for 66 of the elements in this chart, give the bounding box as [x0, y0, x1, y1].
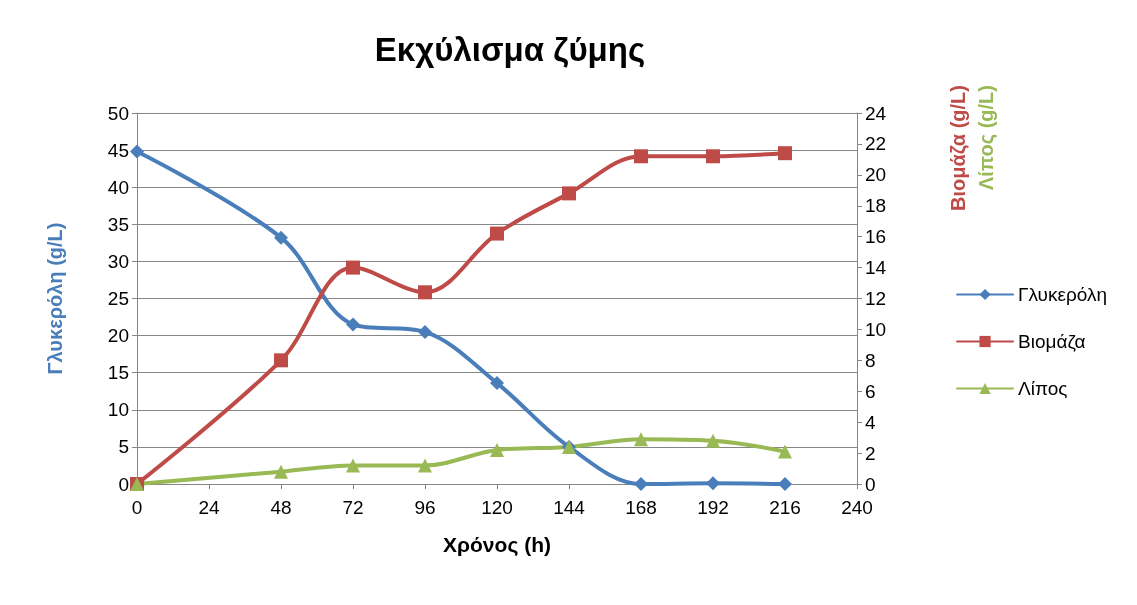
- y-tick-label: 30: [107, 250, 129, 272]
- y-tick-label: 35: [107, 213, 129, 235]
- point: [346, 260, 360, 275]
- y2-tick-label: 10: [865, 318, 887, 340]
- point: [418, 458, 432, 473]
- y2-axis-title: Βιομάζα (g/L): [947, 85, 969, 211]
- point: [490, 376, 504, 391]
- y2-tick-label: 16: [865, 226, 887, 248]
- point: [418, 285, 432, 300]
- y2-tick-label: 0: [865, 473, 876, 495]
- x-tick-label: 168: [625, 497, 657, 518]
- y-tick-label: 15: [107, 362, 129, 384]
- x-tick-label: 240: [841, 497, 873, 518]
- point: [490, 442, 504, 457]
- point: [778, 477, 792, 491]
- y2-tick-label: 18: [865, 195, 887, 217]
- x-tick-label: 144: [553, 497, 586, 518]
- point: [274, 230, 288, 245]
- text: Λίπος (g/L): [975, 85, 997, 191]
- y2-tick-label: 2: [865, 442, 876, 464]
- y-tick-label: 20: [107, 325, 129, 347]
- y-tick-label: 0: [118, 473, 129, 495]
- legend-label: Λίπος: [1018, 378, 1068, 399]
- x-tick-label: 96: [414, 497, 436, 518]
- point: [634, 477, 648, 491]
- point: [490, 226, 504, 241]
- x-axis-title: Χρόνος (h): [443, 533, 551, 557]
- point: [346, 317, 360, 332]
- x-tick-label: 48: [270, 497, 292, 518]
- y2-tick-label: 6: [865, 380, 876, 402]
- y-tick-label: 45: [107, 139, 129, 161]
- y2-tick-label: 24: [865, 102, 887, 124]
- point: [634, 432, 648, 447]
- x-tick-label: 0: [131, 497, 143, 518]
- x-tick-label: 72: [342, 497, 364, 518]
- point: [130, 144, 144, 159]
- y2-tick-label: 20: [865, 164, 887, 186]
- point: [706, 149, 720, 164]
- legend-label: Γλυκερόλη: [1018, 284, 1107, 305]
- y-tick-label: 25: [107, 288, 129, 309]
- point: [778, 146, 792, 161]
- y-tick-label: 10: [107, 399, 129, 421]
- y2-tick-label: 12: [865, 288, 887, 309]
- y-tick-label: 50: [107, 102, 129, 124]
- y2-tick-label: 22: [865, 133, 887, 155]
- point: [418, 324, 432, 339]
- y-tick-label: 5: [118, 436, 129, 458]
- y-tick-label: 40: [107, 176, 129, 198]
- point: [274, 464, 288, 479]
- point: [634, 149, 648, 164]
- point: [706, 476, 720, 491]
- y-axis-title: Γλυκερόλη (g/L): [44, 222, 66, 375]
- point: [778, 444, 792, 459]
- legend-label: Βιομάζα: [1018, 331, 1086, 352]
- y2-tick-label: 8: [865, 349, 876, 371]
- point: [562, 186, 576, 201]
- x-tick-label: 24: [198, 497, 220, 518]
- point: [274, 353, 288, 368]
- point: [346, 458, 360, 473]
- x-tick-label: 120: [481, 497, 513, 518]
- chart-title: Εκχύλισμα ζύμης: [374, 31, 646, 68]
- y2-tick-label: 4: [865, 411, 876, 433]
- y2-tick-label: 14: [865, 257, 887, 279]
- x-tick-label: 216: [769, 497, 801, 518]
- point: [706, 433, 720, 448]
- x-tick-label: 192: [697, 497, 729, 518]
